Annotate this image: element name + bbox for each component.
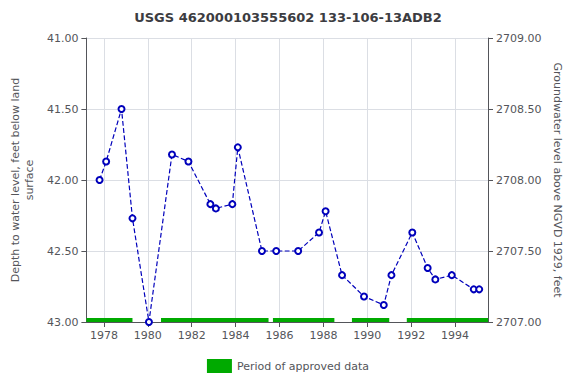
svg-text:1988: 1988: [309, 329, 337, 342]
svg-text:2709.00: 2709.00: [496, 32, 542, 45]
svg-text:1982: 1982: [178, 329, 206, 342]
svg-text:2707.50: 2707.50: [496, 245, 542, 258]
svg-text:Groundwater level above NGVD 1: Groundwater level above NGVD 1929, feet: [551, 62, 564, 298]
svg-text:2707.00: 2707.00: [496, 316, 542, 329]
svg-text:2708.50: 2708.50: [496, 103, 542, 116]
svg-text:42.50: 42.50: [47, 245, 79, 258]
svg-text:41.00: 41.00: [47, 32, 79, 45]
svg-text:1980: 1980: [134, 329, 162, 342]
svg-text:1994: 1994: [441, 329, 469, 342]
svg-text:1986: 1986: [266, 329, 294, 342]
svg-text:2708.00: 2708.00: [496, 174, 542, 187]
svg-text:41.50: 41.50: [47, 103, 79, 116]
svg-text:42.00: 42.00: [47, 174, 79, 187]
svg-text:surface: surface: [23, 159, 36, 200]
svg-text:Depth to water level, feet bel: Depth to water level, feet below land: [9, 78, 22, 283]
svg-text:43.00: 43.00: [47, 316, 79, 329]
svg-text:1978: 1978: [90, 329, 118, 342]
svg-text:1984: 1984: [222, 329, 250, 342]
svg-text:USGS 462000103555602 133-106-1: USGS 462000103555602 133-106-13ADB2: [134, 10, 442, 25]
svg-text:Period of approved data: Period of approved data: [237, 360, 369, 373]
svg-text:1990: 1990: [353, 329, 381, 342]
svg-text:1992: 1992: [397, 329, 425, 342]
